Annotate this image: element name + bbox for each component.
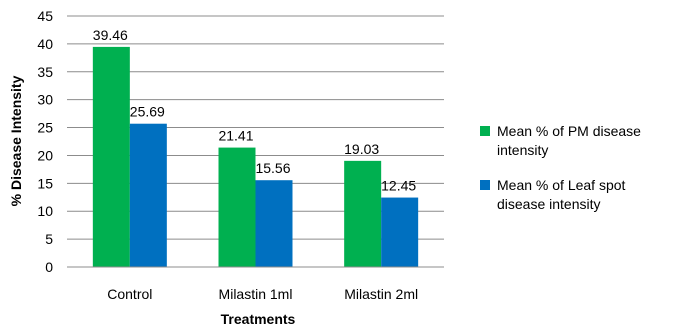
x-tick-label: Milastin 1ml (219, 286, 293, 302)
legend-label-leaf-spot-line1: Mean % of Leaf spot (497, 177, 626, 193)
bar-pm-0 (92, 46, 130, 267)
legend-swatch-leaf-spot (480, 180, 490, 190)
y-tick-label: 40 (37, 36, 53, 52)
x-tick-label: Milastin 2ml (344, 286, 418, 302)
bar-leaf-spot-0 (129, 123, 167, 268)
y-tick-labels: 0 5 10 15 20 25 30 35 40 45 (37, 8, 53, 275)
data-label: 25.69 (130, 104, 165, 120)
legend-swatch-pm (480, 126, 490, 136)
y-tick-label: 15 (37, 175, 53, 191)
legend-label-pm-line1: Mean % of PM disease (497, 123, 641, 139)
bar-leaf-spot-2 (381, 197, 419, 267)
legend-item-pm: Mean % of PM disease intensity (477, 122, 677, 160)
y-tick-label: 35 (37, 64, 53, 80)
data-label: 12.45 (381, 178, 416, 194)
bars (92, 46, 419, 268)
legend: Mean % of PM disease intensity Mean % of… (477, 122, 677, 230)
y-tick-label: 25 (37, 120, 53, 136)
legend-label-pm-line2: intensity (497, 142, 549, 158)
bar-pm-1 (218, 147, 256, 267)
bar-pm-2 (344, 160, 382, 267)
y-tick-label: 5 (45, 231, 53, 247)
data-label: 39.46 (93, 27, 128, 43)
y-tick-label: 45 (37, 8, 53, 24)
bar-leaf-spot-1 (255, 180, 293, 267)
x-tick-labels: Control Milastin 1ml Milastin 2ml (107, 286, 418, 302)
y-tick-label: 0 (45, 259, 53, 275)
y-axis-title: % Disease Intensity (8, 75, 24, 206)
x-tick-label: Control (107, 286, 152, 302)
data-label: 15.56 (255, 160, 290, 176)
legend-item-leaf-spot: Mean % of Leaf spot disease intensity (477, 176, 677, 214)
y-tick-label: 10 (37, 203, 53, 219)
data-label: 19.03 (344, 141, 379, 157)
y-tick-label: 20 (37, 147, 53, 163)
legend-label-leaf-spot-line2: disease intensity (497, 196, 601, 212)
y-tick-label: 30 (37, 92, 53, 108)
x-axis-title: Treatments (221, 311, 296, 327)
data-label: 21.41 (218, 128, 253, 144)
